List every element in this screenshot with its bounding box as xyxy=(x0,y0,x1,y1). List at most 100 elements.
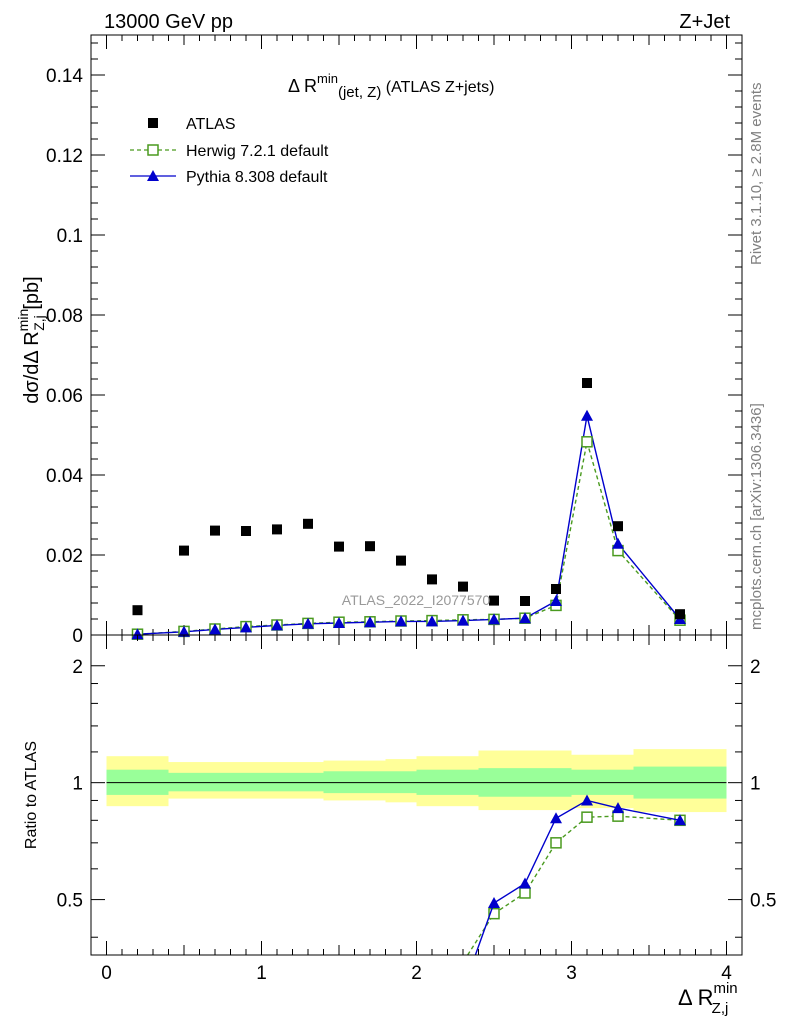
main-y-tick-label: 0.12 xyxy=(46,146,83,167)
atlas-point xyxy=(241,526,251,536)
herwig-ratio-line xyxy=(467,815,681,956)
pythia-point xyxy=(426,615,438,627)
atlas-point xyxy=(458,581,468,592)
atlas-point xyxy=(396,555,406,566)
title-main: Δ R xyxy=(288,76,317,96)
atlas-point xyxy=(179,545,189,556)
pythia-ratio-point xyxy=(488,896,500,908)
atlas-point xyxy=(520,596,530,606)
pythia-ratio-point xyxy=(519,877,531,889)
pythia-point xyxy=(612,537,624,549)
pythia-ratio-point xyxy=(550,812,562,824)
atlas-point xyxy=(427,574,437,585)
atlas-point xyxy=(675,609,685,620)
pythia-point xyxy=(395,615,407,627)
ratio-inner-band xyxy=(292,772,324,792)
ylabel-unit: [pb] xyxy=(21,276,43,315)
legend-label-atlas: ATLAS xyxy=(186,116,236,133)
ratio-inner-band xyxy=(199,772,231,792)
pythia-point xyxy=(271,619,283,631)
xlabel-pre: Δ R xyxy=(678,985,713,1010)
main-y-tick-label: 0.08 xyxy=(46,306,83,327)
pythia-ratio-line xyxy=(474,799,681,956)
ratio-inner-band xyxy=(168,772,200,792)
ratio-y-tick-label: 0.5 xyxy=(57,891,83,912)
pythia-point xyxy=(302,617,314,629)
rivet-version-label: Rivet 3.1.10, ≥ 2.8M events xyxy=(748,83,765,266)
title-sup: min xyxy=(317,71,338,86)
main-y-tick-label: 0 xyxy=(72,626,83,647)
atlas-point xyxy=(303,518,313,529)
analysis-watermark: ATLAS_2022_I2077570 xyxy=(342,592,491,608)
atlas-point xyxy=(489,595,499,606)
ratio-y-tick-label: 2 xyxy=(72,657,83,678)
pythia-ratio-point xyxy=(612,802,624,814)
main-plot-title: Δ Rmin(jet, Z) (ATLAS Z+jets) xyxy=(288,71,494,101)
atlas-point xyxy=(613,521,623,532)
pythia-point xyxy=(178,625,190,637)
legend-marker-atlas xyxy=(148,118,158,128)
x-axis-label: Δ Rmin Z,j xyxy=(678,980,738,1017)
main-y-tick-label: 0.04 xyxy=(46,466,83,487)
ratio-plot-area: 0 1 2 3 4 0.5 0.5 1 1 2 2 xyxy=(57,635,776,984)
pythia-point xyxy=(488,613,500,625)
ratio-plot-frame xyxy=(90,634,743,956)
pythia-point xyxy=(364,616,376,628)
ylabel-sub: Z,j xyxy=(31,315,47,331)
header-energy-label: 13000 GeV pp xyxy=(104,11,233,33)
title-sub: (jet, Z) xyxy=(338,84,381,101)
ratio-y-axis-label: Ratio to ATLAS xyxy=(23,741,40,849)
x-tick-label: 1 xyxy=(256,963,267,984)
pythia-point xyxy=(333,617,345,628)
ratio-uncertainty-bands xyxy=(106,749,727,813)
herwig-ratio-point xyxy=(550,837,562,849)
ratio-inner-band xyxy=(261,772,293,792)
main-y-tick-label: 0.14 xyxy=(46,66,83,87)
pythia-point xyxy=(240,621,252,633)
legend-label-pythia: Pythia 8.308 default xyxy=(186,169,328,186)
herwig-point xyxy=(581,436,593,448)
pythia-point xyxy=(550,595,562,606)
pythia-ratio-point xyxy=(674,814,686,826)
xlabel-sup: min xyxy=(713,980,737,997)
main-plot-area: 0 0.02 0.04 0.06 0.08 0.1 0.12 0.14 xyxy=(46,35,742,647)
ratio-y-tick-label-right: 0.5 xyxy=(750,891,776,912)
atlas-point xyxy=(551,584,561,594)
x-tick-label: 2 xyxy=(411,963,422,984)
herwig-ratio-point xyxy=(488,907,500,920)
atlas-point xyxy=(272,524,282,535)
mcplots-credit-label: mcplots.cern.ch [arXiv:1306.3436] xyxy=(748,403,765,630)
pythia-ratio-point xyxy=(581,794,593,806)
pythia-point xyxy=(581,409,593,421)
legend-marker-pythia xyxy=(147,170,159,181)
pythia-point xyxy=(457,614,469,626)
atlas-point xyxy=(132,605,143,616)
ratio-y-tick-label: 1 xyxy=(72,774,83,795)
xlabel-sub: Z,j xyxy=(712,1000,729,1017)
pythia-point xyxy=(131,628,144,640)
x-tick-label: 4 xyxy=(721,963,732,984)
legend-marker-herwig xyxy=(147,144,159,156)
ylabel-pre: dσ/dΔ R xyxy=(21,331,43,403)
atlas-point xyxy=(210,525,220,536)
ratio-inner-band xyxy=(230,772,262,792)
herwig-ratio-point xyxy=(581,811,593,823)
pythia-point xyxy=(519,612,531,624)
legend-label-herwig: Herwig 7.2.1 default xyxy=(186,143,329,160)
main-y-tick-label: 0.1 xyxy=(57,226,83,247)
ratio-y-tick-label-right: 1 xyxy=(750,774,761,795)
main-y-tick-label: 0.06 xyxy=(46,386,83,407)
ylabel-sup: min xyxy=(15,309,31,332)
main-y-axis-label: dσ/dΔ RminZ,j [pb] xyxy=(15,276,47,403)
atlas-point xyxy=(365,541,375,552)
ratio-series-layer xyxy=(467,794,686,956)
pythia-point xyxy=(209,623,221,635)
legend: ATLAS Herwig 7.2.1 default Pythia 8.308 … xyxy=(130,116,329,186)
header-process-label: Z+Jet xyxy=(679,11,730,33)
main-y-tick-label: 0.02 xyxy=(46,546,83,567)
main-series-layer xyxy=(131,378,686,640)
x-tick-label: 0 xyxy=(101,963,112,984)
atlas-point xyxy=(582,378,592,388)
ratio-y-tick-label-right: 2 xyxy=(750,657,761,678)
